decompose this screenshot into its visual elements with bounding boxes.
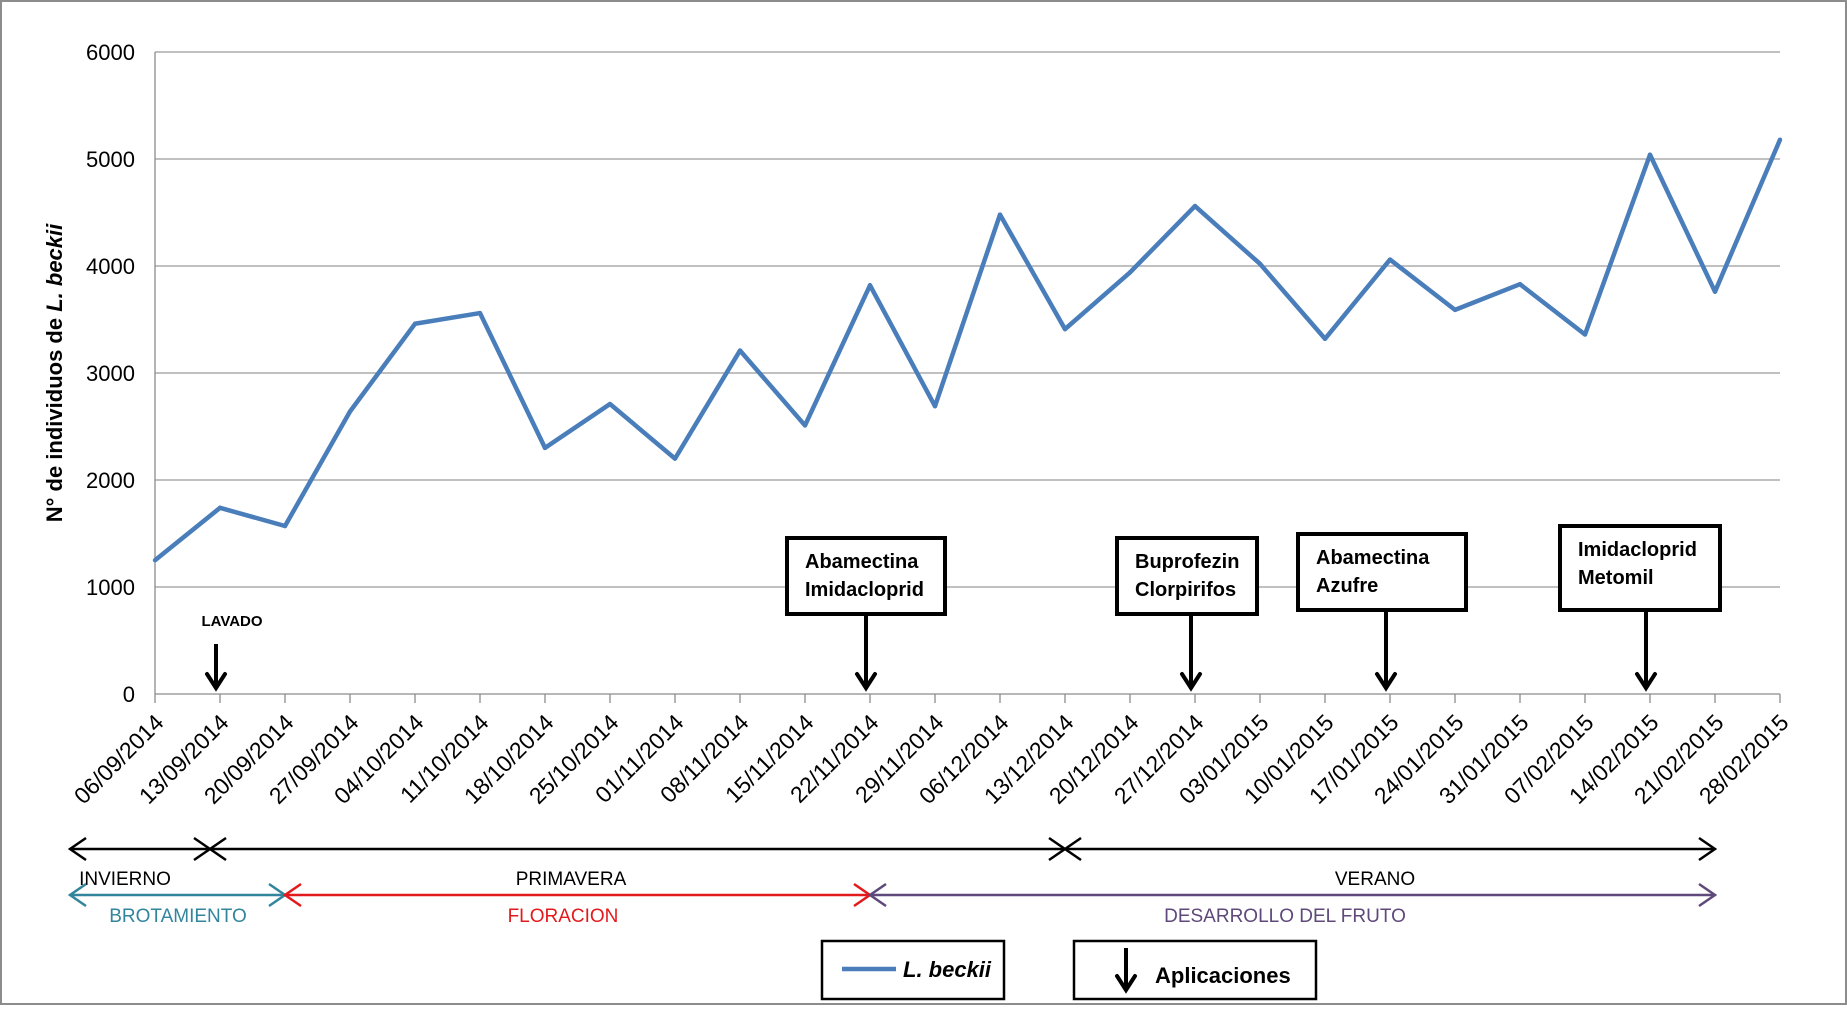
phenology-arrow-head-right	[1698, 882, 1718, 908]
data-point	[1192, 203, 1198, 209]
data-point	[412, 321, 418, 326]
application-arrow-head	[1180, 672, 1202, 692]
y-tick-label: 6000	[86, 40, 135, 65]
data-point	[1517, 281, 1523, 287]
y-axis: 0 1000 2000 3000 4000 5000 6000 N° de individuo…	[42, 40, 156, 707]
data-point	[802, 423, 808, 428]
annotation-text: Abamectina	[1316, 547, 1430, 569]
data-point	[477, 310, 483, 316]
season-arrow-head-left	[1062, 836, 1082, 862]
application-arrow-head	[1375, 672, 1397, 692]
legend-series-label: L. beckii	[903, 957, 992, 982]
phenology-label: FLORACION	[508, 906, 619, 927]
y-tick-label: 4000	[86, 254, 135, 279]
data-point	[282, 523, 288, 529]
data-point	[1452, 307, 1458, 313]
data-point	[672, 456, 678, 461]
y-tick-label: 0	[123, 682, 135, 707]
data-point	[1712, 289, 1718, 294]
data-point	[1062, 326, 1068, 332]
application-arrow-head	[855, 672, 877, 692]
application-arrow-head	[205, 672, 227, 692]
y-tick-label: 1000	[86, 575, 135, 600]
y-axis-label: N° de individuos de L. beckii	[42, 223, 67, 522]
y-tick-label: 2000	[86, 468, 135, 493]
data-point	[607, 401, 613, 407]
data-point	[347, 409, 353, 414]
annotation-box	[1115, 536, 1259, 616]
data-point	[1127, 270, 1133, 275]
series-layer	[152, 137, 1783, 563]
periods-layer: INVIERNO PRIMAVERA VERANO BROTAMIENTO FLORAC…	[67, 836, 1718, 927]
data-point	[867, 283, 873, 288]
data-point	[152, 558, 158, 563]
annotation-text: Clorpirifos	[1135, 579, 1236, 601]
annotation-box	[1558, 524, 1722, 612]
legend: L. beckii Aplicaciones	[820, 939, 1318, 1001]
season-arrow-head-left	[207, 836, 227, 862]
annotation-text: Metomil	[1578, 567, 1654, 589]
data-point	[932, 403, 938, 409]
season-label: PRIMAVERA	[516, 869, 627, 890]
series-line-l-beckii	[153, 138, 1783, 563]
y-axis-label-species: L. beckii	[42, 223, 67, 312]
legend-arrow-box	[1072, 939, 1318, 1001]
data-point	[1582, 332, 1588, 337]
annotation-text: Imidacloprid	[805, 579, 924, 601]
annotation-text: Abamectina	[805, 551, 919, 573]
phenology-label: BROTAMIENTO	[109, 906, 247, 927]
legend-arrow-icon-head	[1115, 974, 1137, 994]
data-point	[1322, 336, 1328, 341]
gridlines	[155, 51, 1780, 695]
phenology-arrow-head-left	[67, 882, 87, 908]
y-tick-label: 5000	[86, 147, 135, 172]
data-point	[737, 348, 743, 353]
data-point	[217, 505, 223, 511]
data-point	[1387, 257, 1393, 262]
annotation-text: Imidacloprid	[1578, 539, 1697, 561]
annotation-text: Buprofezin	[1135, 551, 1239, 573]
season-label: INVIERNO	[79, 869, 171, 890]
phenology-arrow-head-left	[282, 882, 302, 908]
annotation-label: LAVADO	[201, 613, 262, 630]
y-tick-label: 3000	[86, 361, 135, 386]
season-arrow-head-left	[67, 836, 87, 862]
data-point	[997, 212, 1003, 217]
data-point	[1777, 137, 1783, 142]
annotation-box	[785, 536, 947, 616]
data-point	[1647, 152, 1653, 157]
legend-arrow-label: Aplicaciones	[1155, 963, 1291, 988]
annotation-text: Azufre	[1316, 575, 1378, 597]
data-point	[542, 445, 548, 451]
data-point	[1257, 261, 1263, 267]
y-axis-label-text: N° de individuos de	[42, 312, 67, 522]
application-arrow-head	[1635, 672, 1657, 692]
annotation-box	[1296, 532, 1468, 612]
season-arrow-head-right	[1698, 836, 1718, 862]
phenology-label: DESARROLLO DEL FRUTO	[1164, 906, 1406, 927]
phenology-arrow-head-left	[867, 882, 887, 908]
annotations-layer: LAVADO Abamectina Imidacloprid Buprofezin Cl…	[201, 524, 1722, 692]
season-label: VERANO	[1335, 869, 1415, 890]
